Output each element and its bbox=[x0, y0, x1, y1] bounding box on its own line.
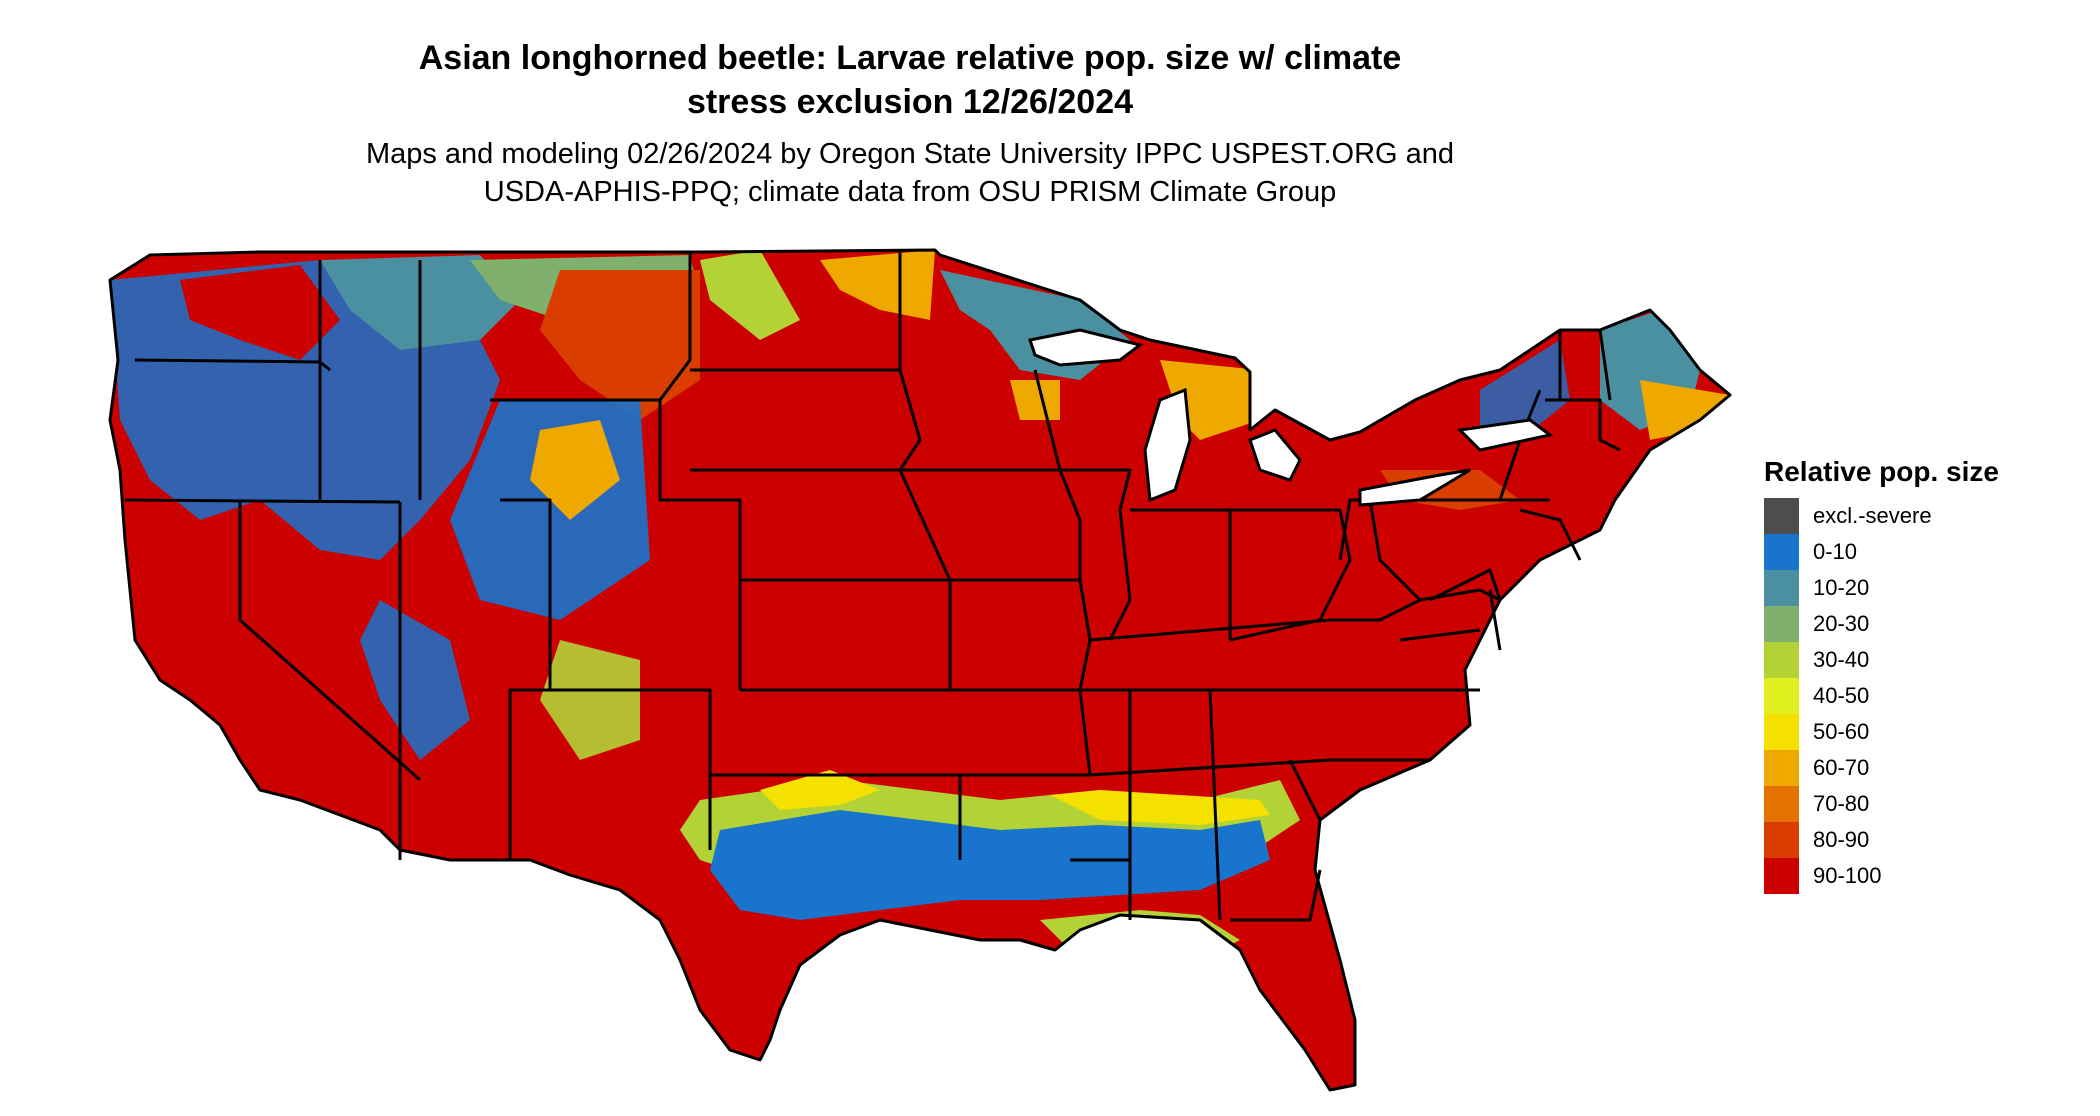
legend-swatch bbox=[1764, 534, 1799, 570]
legend-item: 20-30 bbox=[1764, 606, 2064, 642]
legend-label: 30-40 bbox=[1813, 647, 1870, 672]
legend-label: excl.-severe bbox=[1813, 503, 1932, 528]
legend-swatch bbox=[1764, 570, 1799, 606]
legend-swatch bbox=[1764, 822, 1799, 858]
legend-swatch bbox=[1764, 858, 1799, 894]
map-title-line-1: Asian longhorned beetle: Larvae relative… bbox=[418, 39, 1402, 77]
legend-item: 30-40 bbox=[1764, 642, 2064, 678]
legend-item: 40-50 bbox=[1764, 678, 2064, 714]
legend-label: 60-70 bbox=[1813, 755, 1870, 780]
legend-item: 70-80 bbox=[1764, 786, 2064, 822]
legend-label: 70-80 bbox=[1813, 791, 1870, 816]
legend-swatch bbox=[1764, 678, 1799, 714]
legend-item: 60-70 bbox=[1764, 750, 2064, 786]
legend-swatch bbox=[1764, 714, 1799, 750]
legend: Relative pop. size excl.-severe 0-10 10-20… bbox=[1764, 454, 2064, 894]
legend-swatch bbox=[1764, 750, 1799, 786]
legend-label: 20-30 bbox=[1813, 611, 1870, 636]
legend-label: 80-90 bbox=[1813, 827, 1870, 852]
legend-title: Relative pop. size bbox=[1764, 456, 1999, 487]
legend-swatch bbox=[1764, 606, 1799, 642]
legend-swatch bbox=[1764, 786, 1799, 822]
legend-label: 0-10 bbox=[1813, 539, 1858, 564]
legend-item: 0-10 bbox=[1764, 534, 2064, 570]
legend-item: 10-20 bbox=[1764, 570, 2064, 606]
legend-label: 50-60 bbox=[1813, 719, 1870, 744]
legend-item: excl.-severe bbox=[1764, 498, 2064, 534]
legend-label: 10-20 bbox=[1813, 575, 1870, 600]
legend-item: 50-60 bbox=[1764, 714, 2064, 750]
legend-swatch bbox=[1764, 498, 1799, 534]
legend-label: 90-100 bbox=[1813, 863, 1882, 888]
map-title-line-2: stress exclusion 12/26/2024 bbox=[686, 83, 1134, 121]
great-lakes bbox=[1028, 328, 1554, 507]
state-boundaries bbox=[108, 248, 1732, 1092]
legend-swatch bbox=[1764, 642, 1799, 678]
legend-item: 80-90 bbox=[1764, 822, 2064, 858]
legend-item: 90-100 bbox=[1764, 858, 2064, 894]
map-subtitle-line-1: Maps and modeling 02/26/2024 by Oregon S… bbox=[365, 138, 1455, 170]
map-subtitle-line-2: USDA-APHIS-PPQ; climate data from OSU PR… bbox=[483, 176, 1337, 208]
legend-items: excl.-severe 0-10 10-20 20-30 30-40 40-50 50-6… bbox=[1764, 498, 2064, 894]
legend-label: 40-50 bbox=[1813, 683, 1870, 708]
